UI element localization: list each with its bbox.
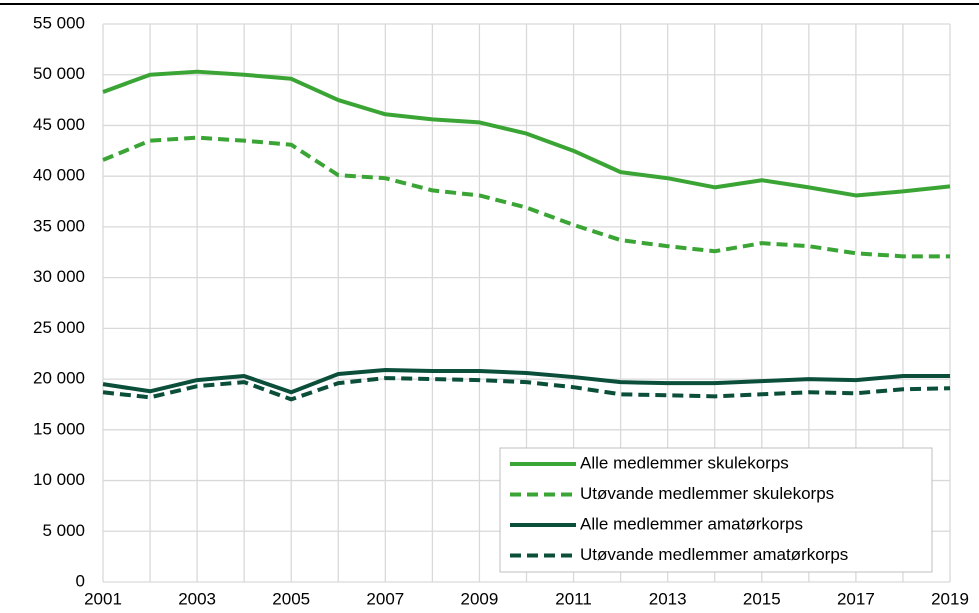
x-tick-label: 2019 [931,589,969,608]
legend-label: Utøvande medlemmer amatørkorps [580,545,848,564]
legend-label: Alle medlemmer skulekorps [580,453,789,472]
y-tick-label: 30 000 [33,267,85,286]
y-tick-label: 20 000 [33,369,85,388]
y-tick-label: 10 000 [33,470,85,489]
y-tick-label: 35 000 [33,216,85,235]
y-tick-label: 55 000 [33,13,85,32]
data-line [102,69,951,198]
y-tick-label: 0 [76,571,85,590]
legend-label: Utøvande medlemmer skulekorps [580,484,834,503]
y-tick-label: 40 000 [33,166,85,185]
x-tick-label: 2009 [461,589,499,608]
y-tick-label: 45 000 [33,115,85,134]
x-tick-label: 2013 [649,589,687,608]
x-tick-label: 2003 [178,589,216,608]
data-line [102,367,950,395]
x-tick-label: 2011 [555,589,592,608]
y-tick-label: 15 000 [33,419,85,438]
y-tick-label: 25 000 [33,318,85,337]
x-tick-label: 2005 [272,589,310,608]
data-line [102,376,951,402]
x-tick-label: 2015 [743,589,781,608]
y-tick-label: 5 000 [42,521,85,540]
x-tick-label: 2017 [837,589,875,608]
y-tick-label: 50 000 [33,64,85,83]
legend-label: Alle medlemmer amatørkorps [580,514,803,533]
legend-box [499,447,933,573]
x-tick-label: 2007 [366,589,404,608]
data-line [102,135,950,259]
x-tick-label: 2001 [84,589,122,608]
